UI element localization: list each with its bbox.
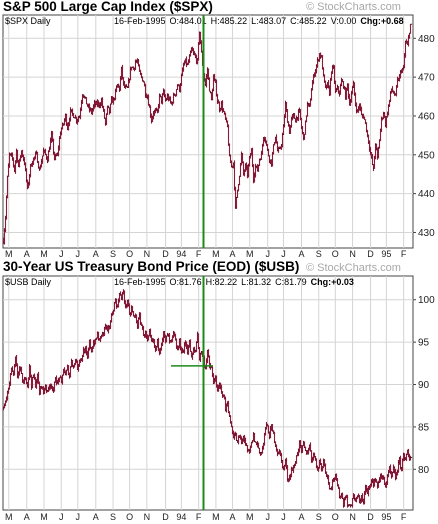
x-tick-label: M [246,249,254,259]
x-tick-label: S [110,249,116,259]
x-tick-label: J [76,512,81,522]
x-tick-label: N [144,249,151,259]
chart-panel-0: M A M J J A S O N D 94 F M A M J J A S O N D 95 F43044045046047… [2,14,435,259]
legend-value: L:483.07 [251,16,286,26]
x-tick-label: O [332,249,339,259]
y-tick-label: 480 [418,34,435,45]
x-tick-label: A [93,249,99,259]
y-tick-label: 95 [418,338,430,349]
x-tick-label: J [59,512,64,522]
y-tick-label: 430 [418,228,435,239]
price-series [2,23,413,245]
y-tick-label: 85 [418,422,430,433]
x-tick-label: O [332,512,339,522]
x-tick-label: F [401,512,407,522]
x-tick-label: A [229,249,235,259]
usb-watermark: © StockCharts.com [306,262,401,274]
x-tick-label: M [40,512,48,522]
x-tick-label: M [212,249,220,259]
legend-symbol: $USB Daily [5,277,52,287]
x-tick-label: M [212,512,220,522]
legend-value: H:82.22 [206,277,238,287]
y-tick-label: 470 [418,73,435,84]
x-tick-label: O [126,249,133,259]
legend-symbol: $SPX Daily [5,16,51,26]
x-tick-label: J [265,512,270,522]
x-tick-label: S [316,512,322,522]
x-tick-label: F [196,249,202,259]
x-tick-label: 94 [176,249,186,259]
y-tick-label: 90 [418,380,430,391]
legend-value: C:485.22 [290,16,327,26]
legend-value: 16-Feb-1995 [114,16,166,26]
x-tick-label: M [246,512,254,522]
usb-chart-title: 30-Year US Treasury Bond Price (EOD) ($U… [3,259,300,274]
x-tick-label: 94 [176,512,186,522]
x-tick-label: F [196,512,202,522]
legend-change: Chg:+0.68 [360,16,403,26]
spx-watermark: © StockCharts.com [306,1,401,13]
x-tick-label: A [229,512,235,522]
x-tick-label: J [281,249,286,259]
x-tick-label: A [24,512,30,522]
x-tick-label: A [299,249,305,259]
legend-value: O:484.01 [170,16,207,26]
y-tick-label: 80 [418,465,430,476]
x-tick-label: N [349,512,356,522]
y-tick-label: 440 [418,189,435,200]
y-tick-label: 100 [418,295,435,306]
x-tick-label: M [40,249,48,259]
x-tick-label: D [367,249,374,259]
x-tick-label: 95 [381,512,391,522]
x-tick-label: D [162,249,169,259]
x-tick-label: A [93,512,99,522]
x-tick-label: F [401,249,407,259]
x-tick-label: D [162,512,169,522]
x-tick-label: J [59,249,64,259]
plot-frame [2,275,414,511]
x-tick-label: J [281,512,286,522]
legend-change: Chg:+0.03 [311,277,354,287]
x-tick-label: O [126,512,133,522]
legend-value: O:81.76 [170,277,202,287]
legend-value: V:0.00 [331,16,357,26]
x-tick-label: N [349,249,356,259]
x-tick-label: J [265,249,270,259]
chart-panel-1: M A M J J A S O N D 94 F M A M J J A S O N D 95 F80859095100$US… [2,275,435,522]
x-tick-label: A [24,249,30,259]
x-tick-label: M [5,249,13,259]
x-tick-label: J [76,249,81,259]
spx-chart-title: S&P 500 Large Cap Index ($SPX) [3,0,213,14]
price-series [2,289,413,508]
x-tick-label: D [367,512,374,522]
legend-value: C:81.79 [275,277,307,287]
y-tick-label: 460 [418,111,435,122]
legend-value: L:81.32 [241,277,271,287]
x-tick-label: S [316,249,322,259]
y-tick-label: 450 [418,150,435,161]
plot-frame [2,14,414,249]
legend-value: 16-Feb-1995 [114,277,166,287]
x-tick-label: 95 [381,249,391,259]
x-tick-label: N [144,512,151,522]
x-tick-label: M [5,512,13,522]
legend-value: H:485.22 [211,16,248,26]
x-tick-label: A [299,512,305,522]
x-tick-label: S [110,512,116,522]
